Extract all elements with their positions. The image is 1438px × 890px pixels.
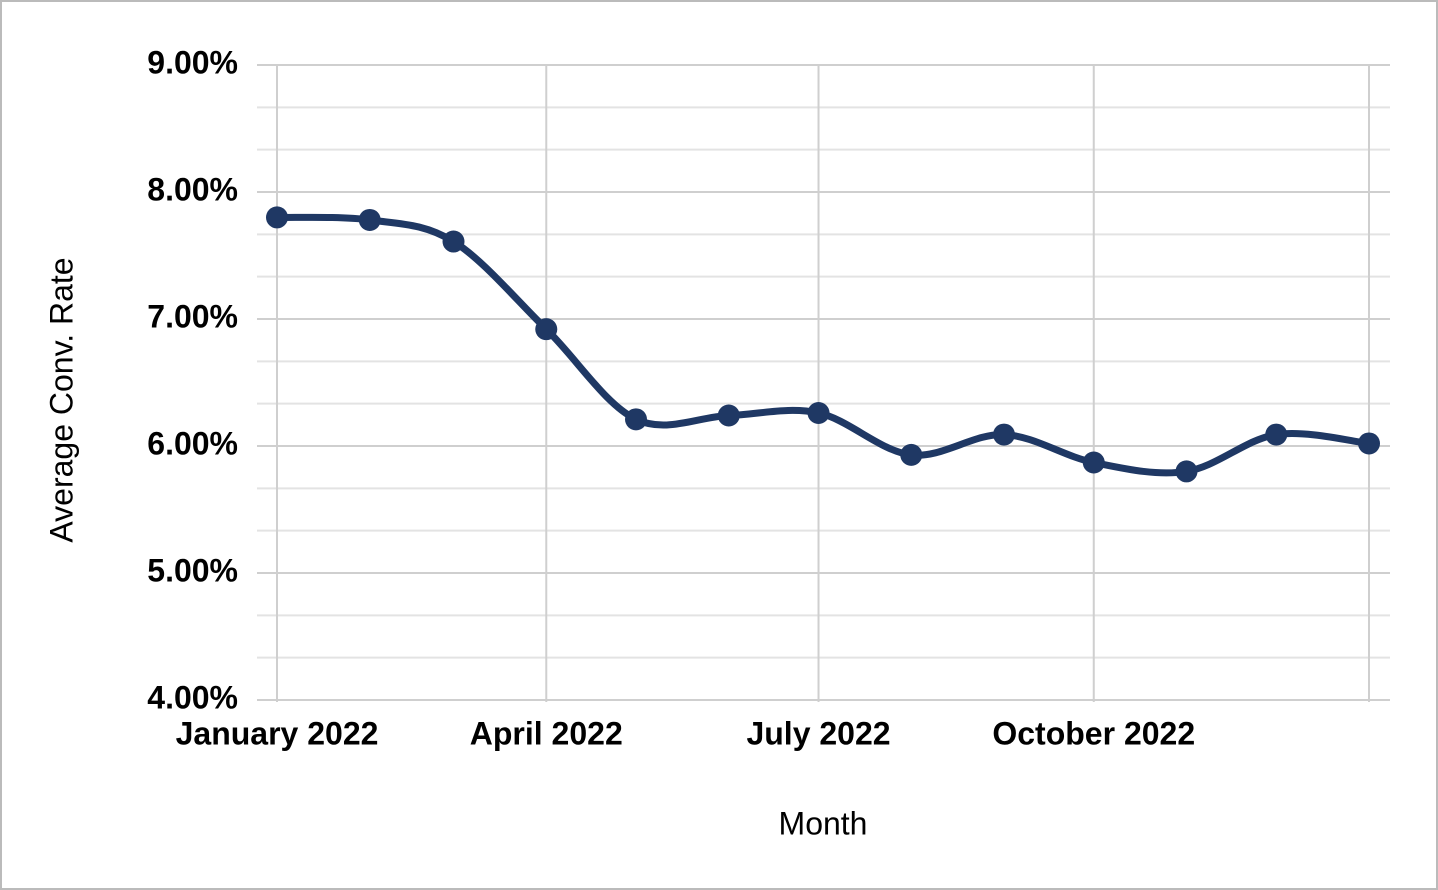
y-tick-label: 8.00% [147,171,238,207]
data-point [1358,432,1380,455]
x-tick-label: April 2022 [470,715,623,751]
data-point [807,401,830,424]
y-tick-label: 5.00% [147,552,238,588]
data-point [717,404,740,427]
data-point [358,208,381,231]
y-tick-label: 7.00% [147,298,238,334]
plot [266,206,1380,483]
grid: 4.00% 5.00% 6.00% 7.00% 8.00% 9.00% January 20… [147,44,1390,751]
data-point [1082,451,1105,474]
data-point [1265,423,1288,446]
data-point [535,318,558,341]
x-axis-title: Month [779,805,868,841]
x-tick-label: October 2022 [992,715,1195,751]
y-tick-label: 9.00% [147,44,238,80]
y-axis-title: Average Conv. Rate [43,257,79,542]
data-point [993,423,1016,446]
y-tick-label: 4.00% [147,679,238,715]
y-tick-label: 6.00% [147,425,238,461]
data-point [1175,460,1198,483]
x-tick-label: July 2022 [746,715,890,751]
data-point [900,443,923,466]
data-point [625,408,648,431]
data-point [442,230,465,253]
x-tick-label: January 2022 [176,715,379,751]
data-point [266,206,288,229]
